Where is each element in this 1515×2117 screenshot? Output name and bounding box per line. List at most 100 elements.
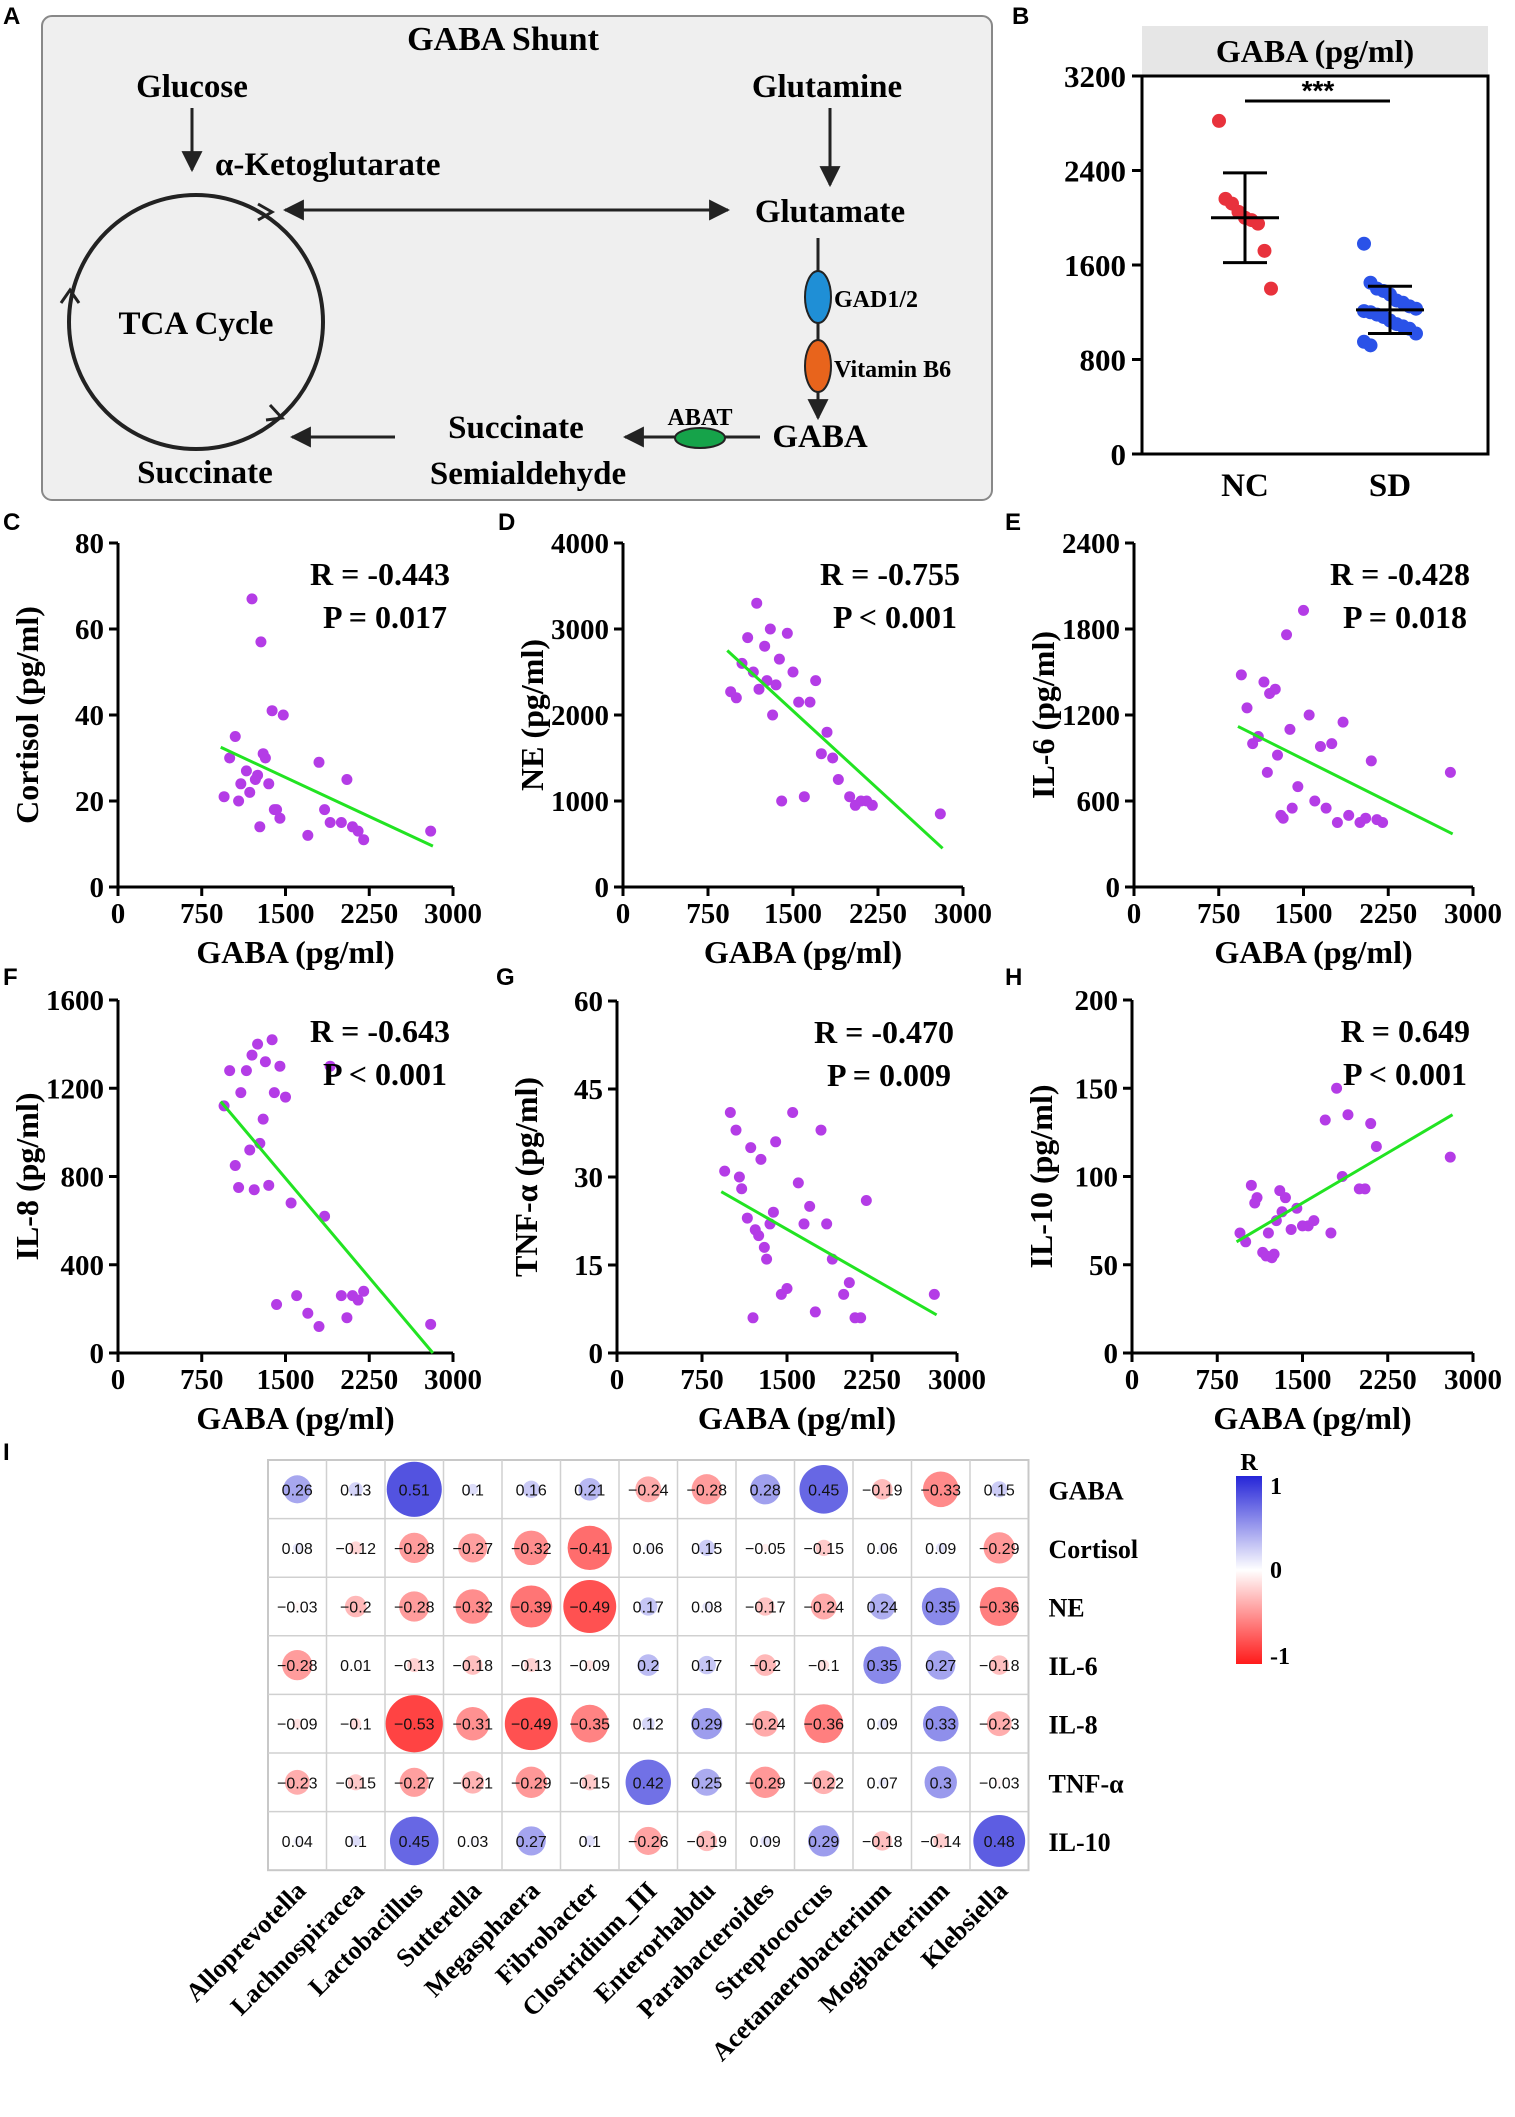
il10-point <box>1342 1109 1354 1121</box>
heatmap-cell-circle <box>634 1826 663 1855</box>
il8-point <box>280 1091 291 1103</box>
heatmap-cell-circle <box>983 1532 1015 1564</box>
heatmap-legend: R 1 0 -1 <box>1236 1450 1290 1670</box>
il6-ytick-label: 1200 <box>1062 700 1120 732</box>
node-gaba: GABA <box>772 419 868 455</box>
heatmap-cell-circle <box>935 1543 946 1553</box>
cortisol-scatter: 0 750 1500 2250 3000 0 20 40 60 80 GABA (pg/ml) Cor… <box>9 528 482 970</box>
heatmap-cell-value: 0.25 <box>691 1775 722 1792</box>
heatmap-cell-value: 0.27 <box>516 1834 547 1851</box>
heatmap-cell-value: −0.09 <box>570 1658 611 1675</box>
heatmap-cell-value: −0.49 <box>570 1600 611 1617</box>
il6-xtick-label: 3000 <box>1444 898 1502 930</box>
il6-point <box>1269 683 1281 695</box>
il6-ytick-label: 1800 <box>1062 614 1120 646</box>
tnf-point <box>745 1142 757 1154</box>
heatmap-cell-circle <box>635 1476 662 1503</box>
heatmap-row-label: IL-8 <box>1049 1711 1098 1740</box>
cortisol-y-label: Cortisol (pg/ml) <box>9 606 45 824</box>
il10-y-label: IL-10 (pg/ml) <box>1023 1085 1059 1269</box>
heatmap-cell-value: 0.3 <box>930 1775 952 1792</box>
heatmap-cell-circle <box>973 1814 1026 1867</box>
tnf-r-value: R = -0.470 <box>814 1014 954 1050</box>
il6-point <box>1235 669 1247 681</box>
ne-scatter: 0 750 1500 2250 3000 0 1000 2000 3000 4000 GABA (p… <box>514 528 992 970</box>
heatmap-cell-circle <box>284 1769 310 1795</box>
cortisol-x-label: GABA (pg/ml) <box>196 934 394 970</box>
il10-point <box>1279 1192 1291 1204</box>
heatmap-cell-value: −0.15 <box>570 1775 611 1792</box>
heatmap-cell-value: −0.05 <box>745 1541 786 1558</box>
heatmap-cell-value: 0.1 <box>345 1834 367 1851</box>
il8-ytick-label: 0 <box>90 1338 105 1370</box>
cortisol-ytick-label: 20 <box>75 786 104 818</box>
heatmap-cell-value: −0.24 <box>745 1717 786 1734</box>
il10-point <box>1251 1192 1263 1204</box>
cortisol-ytick-label: 40 <box>75 700 104 732</box>
node-glucose: Glucose <box>136 69 248 105</box>
heatmap-cell-value: −0.49 <box>511 1717 552 1734</box>
heatmap-row-label: TNF-α <box>1049 1769 1125 1798</box>
tnf-point <box>758 1241 770 1253</box>
heatmap-cell-circle <box>698 1539 715 1556</box>
tnf-point <box>741 1212 753 1224</box>
heatmap-cell-circle <box>282 1649 313 1681</box>
il6-point <box>1320 802 1332 814</box>
il10-ytick-label: 0 <box>1104 1338 1119 1370</box>
gad-enzyme <box>804 270 832 324</box>
heatmap-cell-circle <box>639 1597 658 1616</box>
heatmap-cell-value: −0.14 <box>921 1834 962 1851</box>
vitamin-b6-enzyme <box>804 339 832 393</box>
cortisol-point <box>271 804 283 816</box>
il8-point <box>352 1294 364 1306</box>
il8-ytick-label: 400 <box>61 1250 105 1282</box>
heatmap-cell-circle <box>922 1471 959 1508</box>
heatmap-cell-value: 0.42 <box>633 1775 664 1792</box>
tnf-xtick-label: 1500 <box>758 1364 816 1396</box>
tnf-point <box>798 1218 810 1230</box>
pathway-box <box>41 15 993 501</box>
il6-point <box>1303 709 1315 721</box>
il6-ytick-label: 0 <box>1106 872 1121 904</box>
heatmap-cell-value: 0.01 <box>340 1658 371 1675</box>
il10-point <box>1308 1215 1320 1227</box>
il10-point <box>1285 1223 1297 1235</box>
node-tca: TCA Cycle <box>119 306 274 342</box>
cortisol-point <box>252 769 264 781</box>
ne-point <box>815 748 827 760</box>
tnf-point <box>815 1124 827 1136</box>
heatmap-cell-value: −0.32 <box>511 1541 552 1558</box>
tca-arrowhead-left <box>59 287 81 304</box>
il6-y-label: IL-6 (pg/ml) <box>1025 631 1061 799</box>
il10-ytick-label: 50 <box>1089 1250 1118 1282</box>
il8-point <box>259 1056 271 1068</box>
il10-point <box>1359 1183 1371 1195</box>
heatmap-cell-circle <box>811 1770 836 1795</box>
tnf-scatter: 0 750 1500 2250 3000 0 15 30 45 60 GABA (pg/ml) TNF… <box>508 986 986 1436</box>
ne-point <box>827 752 839 764</box>
ne-point <box>821 726 833 738</box>
heatmap-cell-value: 0.03 <box>457 1834 488 1851</box>
ne-ytick-label: 4000 <box>551 528 609 560</box>
cortisol-xtick-label: 1500 <box>257 898 315 930</box>
heatmap-cell-value: −0.23 <box>277 1775 318 1792</box>
heatmap-cell-circle <box>922 1705 959 1742</box>
gaba-dotplot-ytick-label: 1600 <box>1064 248 1126 283</box>
heatmap-cell-value: −0.23 <box>979 1717 1020 1734</box>
heatmap-cell-value: 0.16 <box>516 1482 547 1499</box>
tca-arrowhead-top <box>257 202 276 222</box>
cortisol-ytick-label: 80 <box>75 528 104 560</box>
heatmap-cell-value: −0.24 <box>804 1600 845 1617</box>
cortisol-point <box>324 817 336 828</box>
il6-x-label: GABA (pg/ml) <box>1214 934 1412 970</box>
heatmap-cell-circle <box>760 1836 771 1846</box>
heatmap-legend-tick-pos: 1 <box>1270 1474 1282 1500</box>
cortisol-point <box>254 821 266 833</box>
tnf-point <box>855 1312 867 1324</box>
cortisol-r-value: R = -0.443 <box>310 556 450 592</box>
il6-point <box>1258 676 1270 688</box>
heatmap-cell-value: 0.15 <box>984 1482 1015 1499</box>
heatmap-cell-circle <box>644 1543 653 1552</box>
ne-point <box>934 808 946 820</box>
cortisol-xtick-label: 0 <box>111 898 126 930</box>
